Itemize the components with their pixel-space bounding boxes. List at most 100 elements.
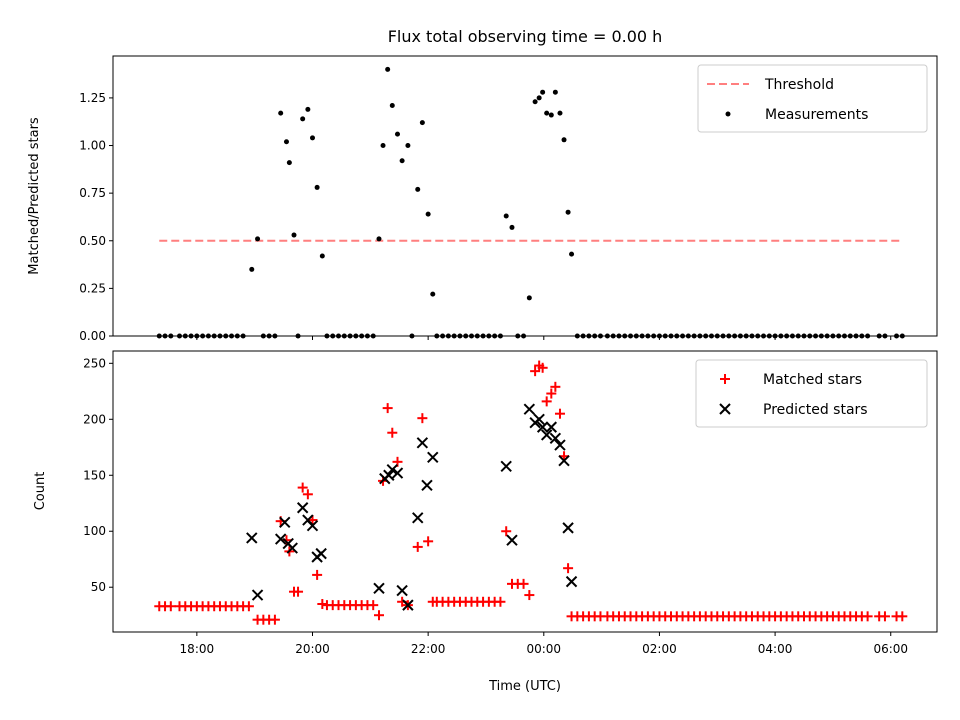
matched-star-point [302, 489, 313, 500]
ratio-panel: 0.00 0.25 0.50 0.75 1.00 1.25 Matched/Predict… [27, 55, 938, 343]
matched-star-point [897, 611, 908, 622]
x-tick-label: 18:00 [180, 642, 215, 656]
count-y-axis-label: Count [33, 472, 48, 511]
marker-stroke [251, 589, 264, 601]
measurement-point [389, 103, 395, 109]
threshold-legend-label: Threshold [764, 77, 834, 93]
measurement-point [249, 266, 255, 272]
marker-stroke [565, 575, 578, 588]
ratio-legend: Threshold Measurements [697, 64, 928, 133]
marker-stroke [558, 455, 570, 467]
marker-stroke [536, 421, 549, 433]
matched-star-point [546, 388, 557, 399]
marker-stroke [315, 547, 327, 560]
marker-stroke [302, 514, 314, 526]
predicted-star-point [286, 542, 298, 554]
measurement-point [376, 236, 382, 242]
measurement-point [569, 251, 575, 257]
matched-star-point [417, 413, 428, 424]
measurements-legend-swatch [725, 111, 731, 117]
predicted-star-point [412, 512, 424, 524]
count-y-axis: 50 100 150 200 250 [83, 356, 113, 594]
marker-stroke [391, 467, 404, 479]
ratio-y-tick-label: 0.25 [79, 281, 106, 295]
measurement-point [419, 120, 425, 126]
marker-stroke [383, 469, 395, 481]
ratio-plot-frame [112, 55, 938, 337]
measurements-legend-label: Measurements [765, 107, 868, 123]
predicted-star-point [274, 533, 287, 545]
ratio-y-axis-label: Matched/Predicted stars [27, 117, 42, 275]
matched-legend-swatch [720, 374, 730, 384]
predicted-star-point [562, 522, 574, 534]
predicted-star-point [315, 547, 327, 560]
predicted-legend-swatch [719, 403, 731, 415]
predicted-star-point [251, 589, 264, 601]
marker-stroke [533, 413, 545, 425]
count-plot-frame [112, 350, 938, 633]
matched-star-point [879, 611, 890, 622]
measurement-point [557, 110, 563, 116]
matched-star-point [530, 366, 541, 377]
count-panel: 50 100 150 200 250 18:00 20:00 22:00 00:00 02:00… [33, 350, 938, 694]
measurement-point [314, 184, 320, 190]
predicted-star-point [421, 479, 433, 492]
predicted-star-point [533, 413, 545, 425]
marker-stroke [416, 437, 429, 449]
marker-stroke [545, 421, 558, 433]
predicted-star-point [565, 575, 578, 588]
count-y-tick-label: 200 [83, 412, 106, 426]
predicted-star-point [554, 439, 566, 451]
measurement-point [305, 106, 311, 112]
ratio-y-axis: 0.00 0.25 0.50 0.75 1.00 1.25 [79, 91, 113, 343]
matched-star-point [297, 482, 308, 493]
measurement-point [536, 95, 542, 101]
matched-star-point [423, 536, 434, 547]
predicted-star-point [523, 403, 536, 415]
predicted-star-point [536, 421, 549, 433]
matched-star-point [412, 541, 423, 552]
matched-legend-label: Matched stars [763, 372, 862, 388]
measurement-point [319, 253, 325, 259]
measurement-point [425, 211, 431, 217]
matched-star-point [373, 610, 384, 621]
measurement-point [565, 209, 571, 215]
matched-star-point [312, 569, 323, 580]
measurement-point [300, 116, 306, 122]
predicted-legend-label: Predicted stars [763, 402, 868, 418]
x-axis-label: Time (UTC) [488, 679, 561, 694]
measurement-point [394, 131, 400, 137]
x-tick-label: 06:00 [873, 642, 908, 656]
matched-star-point [501, 526, 512, 537]
predicted-star-point [391, 467, 404, 479]
measurement-point [526, 295, 532, 301]
x-tick-label: 22:00 [411, 642, 446, 656]
matched-star-point [317, 599, 328, 610]
marker-stroke [562, 522, 574, 534]
predicted-star-point [545, 421, 558, 433]
measurement-point [380, 143, 386, 149]
x-tick-label: 20:00 [295, 642, 330, 656]
marker-stroke [246, 532, 258, 544]
ratio-x-ticks [196, 336, 892, 340]
measurement-point [552, 89, 558, 95]
ratio-y-tick-label: 0.00 [79, 329, 106, 343]
predicted-star-point [306, 519, 319, 532]
measurement-point [385, 66, 391, 72]
marker-stroke [373, 582, 385, 595]
marker-stroke [549, 432, 562, 445]
marker-stroke [412, 512, 424, 524]
ratio-y-tick-label: 1.25 [79, 91, 106, 105]
predicted-star-point [558, 455, 570, 467]
marker-stroke [506, 534, 518, 546]
matched-star-point [382, 403, 393, 414]
matched-star-point [243, 601, 254, 612]
predicted-star-point [416, 437, 429, 449]
measurement-point [548, 112, 554, 118]
ratio-y-tick-label: 0.75 [79, 186, 106, 200]
marker-stroke [554, 439, 566, 451]
predicted-star-point [427, 451, 439, 464]
x-tick-label: 02:00 [642, 642, 677, 656]
x-tick-label: 04:00 [758, 642, 793, 656]
predicted-star-point [500, 460, 512, 473]
